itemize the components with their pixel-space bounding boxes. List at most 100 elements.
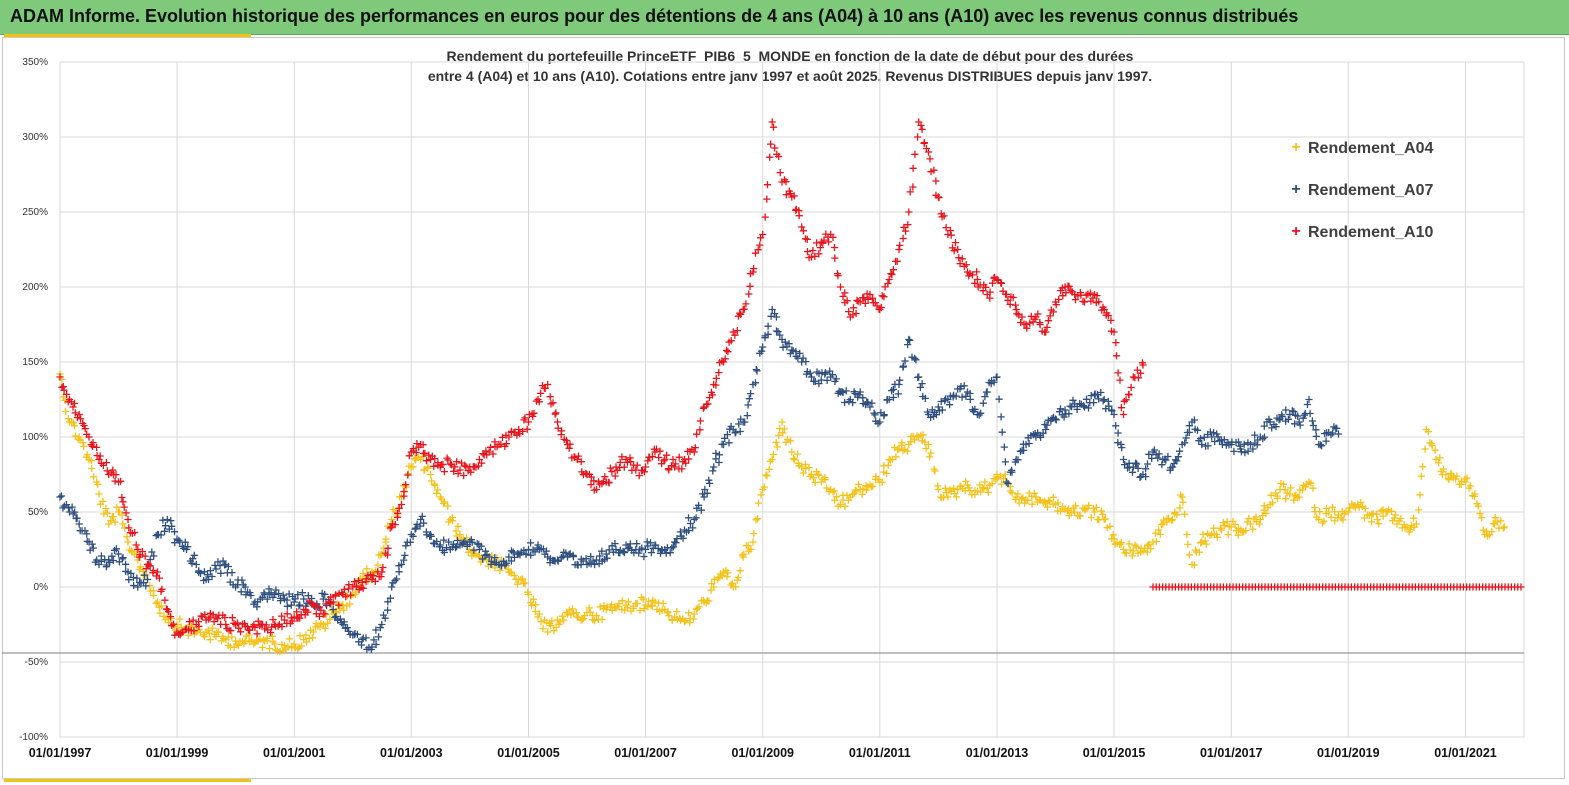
- data-point-Rendement_A10: [529, 412, 537, 420]
- data-point-Rendement_A07: [626, 540, 634, 548]
- data-point-Rendement_A07: [300, 595, 308, 603]
- data-point-Rendement_A04: [518, 575, 527, 583]
- data-point-Rendement_A04: [156, 609, 164, 617]
- data-point-Rendement_A04: [1178, 493, 1186, 501]
- data-point-Rendement_A04: [633, 599, 641, 608]
- data-point-Rendement_A07: [1173, 457, 1181, 465]
- data-point-Rendement_A04: [463, 534, 471, 542]
- data-point-Rendement_A10: [1012, 305, 1020, 314]
- data-point-Rendement_A10: [505, 433, 513, 441]
- data-point-Rendement_A04: [772, 438, 780, 446]
- data-point-Rendement_A07: [735, 420, 743, 428]
- data-point-Rendement_A04: [1416, 491, 1424, 499]
- data-point-Rendement_A04: [1213, 533, 1221, 541]
- data-point-Rendement_A04: [718, 572, 726, 580]
- data-point-Rendement_A04: [815, 471, 823, 479]
- data-point-Rendement_A07: [1327, 431, 1335, 439]
- data-point-Rendement_A10: [1009, 293, 1017, 302]
- data-point-Rendement_A10: [421, 449, 429, 457]
- data-point-Rendement_A07: [605, 546, 613, 554]
- data-point-Rendement_A10: [724, 348, 732, 356]
- data-point-Rendement_A07: [192, 560, 200, 569]
- data-point-Rendement_A07: [885, 395, 893, 404]
- data-point-Rendement_A10: [641, 463, 650, 471]
- data-point-Rendement_A04: [898, 439, 906, 447]
- data-point-Rendement_A07: [689, 524, 697, 532]
- data-point-Rendement_A10: [1044, 317, 1052, 325]
- data-point-Rendement_A10: [861, 299, 869, 307]
- data-point-Rendement_A10: [868, 294, 876, 302]
- data-point-Rendement_A04: [88, 464, 96, 473]
- data-point-Rendement_A04: [1417, 472, 1425, 480]
- data-point-Rendement_A07: [1164, 452, 1172, 461]
- data-point-Rendement_A10: [671, 463, 679, 471]
- data-point-Rendement_A10: [759, 230, 767, 239]
- data-point-Rendement_A04: [324, 619, 332, 627]
- data-point-Rendement_A10: [699, 404, 707, 412]
- data-point-Rendement_A07: [1249, 445, 1257, 453]
- data-point-Rendement_A10: [1011, 301, 1020, 309]
- data-point-Rendement_A07: [975, 411, 983, 419]
- data-point-Rendement_A07: [1334, 430, 1343, 438]
- data-point-Rendement_A04: [1319, 519, 1327, 527]
- data-point-Rendement_A07: [114, 550, 123, 558]
- data-point-Rendement_A10: [754, 246, 762, 254]
- data-point-Rendement_A07: [870, 409, 878, 417]
- data-point-Rendement_A04: [568, 605, 577, 613]
- data-point-Rendement_A04: [738, 551, 746, 559]
- data-point-Rendement_A04: [1282, 495, 1290, 503]
- data-point-Rendement_A10: [909, 183, 917, 191]
- data-point-Rendement_A07: [1266, 418, 1274, 426]
- data-point-Rendement_A07: [481, 547, 490, 555]
- data-point-Rendement_A04: [103, 509, 111, 517]
- data-point-Rendement_A07: [823, 376, 831, 384]
- data-point-Rendement_A04: [271, 640, 279, 648]
- data-point-Rendement_A04: [651, 598, 659, 606]
- data-point-Rendement_A10: [228, 614, 236, 622]
- data-point-Rendement_A07: [1143, 460, 1152, 468]
- data-point-Rendement_A10: [973, 268, 981, 276]
- data-point-Rendement_A07: [118, 555, 126, 563]
- data-point-Rendement_A04: [843, 491, 851, 499]
- data-point-Rendement_A10: [497, 440, 505, 448]
- data-point-Rendement_A04: [659, 599, 667, 608]
- data-point-Rendement_A10: [682, 459, 690, 467]
- data-point-Rendement_A07: [1119, 455, 1128, 464]
- data-point-Rendement_A10: [807, 253, 816, 261]
- data-point-Rendement_A04: [1152, 537, 1160, 546]
- data-point-Rendement_A10: [102, 459, 110, 467]
- data-point-Rendement_A04: [431, 481, 439, 490]
- data-point-Rendement_A07: [553, 556, 562, 564]
- data-point-Rendement_A07: [407, 530, 415, 539]
- data-point-Rendement_A10: [502, 440, 510, 448]
- data-point-Rendement_A10: [971, 279, 979, 287]
- data-point-Rendement_A07: [142, 582, 150, 590]
- data-point-Rendement_A04: [1043, 503, 1052, 511]
- data-point-Rendement_A04: [321, 624, 329, 632]
- data-point-Rendement_A07: [1100, 395, 1108, 404]
- data-point-Rendement_A04: [1132, 543, 1140, 551]
- data-point-Rendement_A07: [1290, 407, 1298, 416]
- data-point-Rendement_A07: [646, 539, 655, 547]
- data-point-Rendement_A04: [802, 465, 810, 473]
- chart-title-line2: entre 4 (A04) et 10 ans (A10). Cotations…: [427, 68, 1153, 84]
- data-point-Rendement_A04: [1453, 472, 1461, 480]
- data-point-Rendement_A10: [849, 304, 858, 312]
- data-point-Rendement_A07: [1000, 443, 1008, 451]
- data-point-Rendement_A07: [736, 427, 744, 436]
- data-point-Rendement_A10: [606, 464, 614, 472]
- data-point-Rendement_A10: [190, 627, 198, 635]
- data-point-Rendement_A10: [1036, 320, 1044, 329]
- data-point-Rendement_A10: [521, 414, 529, 422]
- data-point-Rendement_A10: [419, 441, 427, 449]
- data-point-Rendement_A07: [1069, 396, 1077, 404]
- data-point-Rendement_A10: [973, 275, 981, 284]
- data-point-Rendement_A07: [1039, 429, 1047, 437]
- data-point-Rendement_A07: [686, 519, 695, 528]
- data-point-Rendement_A04: [1436, 454, 1444, 462]
- data-point-Rendement_A07: [668, 544, 676, 552]
- data-point-Rendement_A04: [75, 433, 83, 441]
- data-point-Rendement_A07: [276, 597, 285, 605]
- data-point-Rendement_A07: [112, 545, 120, 553]
- data-point-Rendement_A10: [132, 541, 140, 549]
